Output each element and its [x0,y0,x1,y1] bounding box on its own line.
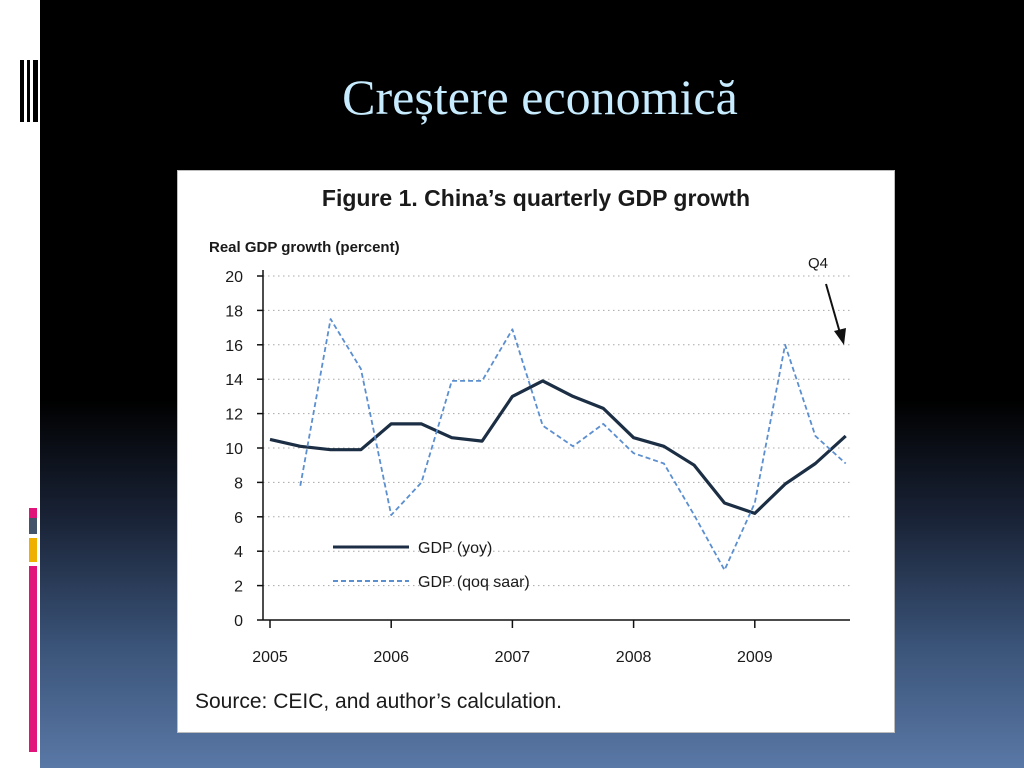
y-tick-label: 10 [225,441,243,458]
gridlines [257,275,850,621]
accent-bar-2 [29,518,37,534]
y-tick-label: 14 [225,372,243,389]
y-tick-label: 4 [234,544,243,561]
q4-arrow-shaft [825,283,841,334]
series-lines [269,318,847,571]
legend-label-qoq: GDP (qoq saar) [418,574,530,591]
y-tick-label: 12 [225,407,243,424]
figure-box: Figure 1. China’s quarterly GDP growth R… [177,170,895,733]
slide-title: Creștere economică [342,69,738,125]
y-tick-label: 16 [225,338,243,355]
x-tick-label: 2008 [616,649,652,666]
legend-label-yoy: GDP (yoy) [418,540,492,557]
decor-bars [18,60,40,122]
q4-arrow-head [834,328,846,345]
gdp-chart: Figure 1. China’s quarterly GDP growth R… [195,185,850,713]
series-line-gdp-qoq [299,318,847,571]
y-tick-label: 2 [234,579,243,596]
accent-bar-4 [29,566,37,752]
y-axis-label: Real GDP growth (percent) [209,239,400,256]
x-tick-labels: 2005 2006 2007 2008 2009 [252,649,772,666]
x-tick-label: 2005 [252,649,288,666]
x-tick-label: 2006 [373,649,409,666]
y-tick-label: 0 [234,613,243,630]
y-tick-label: 6 [234,510,243,527]
legend: GDP (yoy) GDP (qoq saar) [333,540,530,591]
accent-bar-3 [29,538,37,562]
x-tick-label: 2009 [737,649,773,666]
chart-title: Figure 1. China’s quarterly GDP growth [322,185,750,211]
q4-annotation: Q4 [808,255,846,345]
q4-annotation-label: Q4 [808,255,828,272]
y-tick-label: 18 [225,303,243,320]
y-tick-labels: 0 2 4 6 8 10 12 14 16 18 20 [225,269,243,630]
x-tick-label: 2007 [495,649,531,666]
axes [262,270,850,628]
accent-bar-1 [29,508,37,518]
y-tick-label: 20 [225,269,243,286]
source-note: Source: CEIC, and author’s calculation. [195,690,562,713]
series-line-gdp-yoy [269,379,847,515]
y-tick-label: 8 [234,475,243,492]
